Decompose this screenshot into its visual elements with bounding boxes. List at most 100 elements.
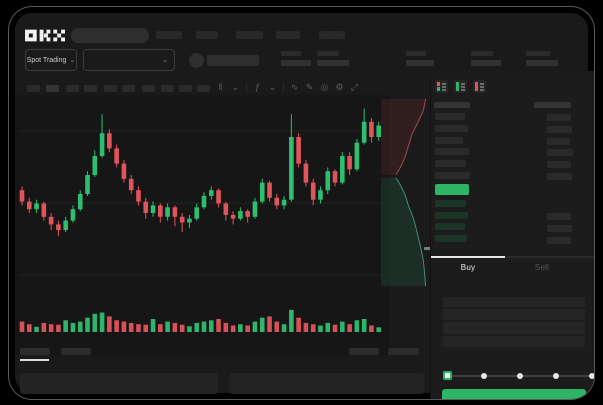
interval-button-placeholder[interactable] <box>27 85 40 92</box>
candle-type-icon[interactable]: ‖ <box>218 82 223 92</box>
tab-sell-label: Sell <box>534 263 550 272</box>
stat-label-placeholder <box>471 51 493 56</box>
market-type-label: Spot Trading <box>26 56 67 64</box>
stat-value-placeholder <box>406 60 434 66</box>
bid-row[interactable] <box>435 200 466 207</box>
line-tool-icon[interactable]: ∿ <box>290 82 299 92</box>
market-stat <box>406 51 434 69</box>
nav-item-placeholder[interactable] <box>276 31 300 39</box>
pair-name-placeholder <box>207 55 259 66</box>
chevron-down-icon[interactable]: ⌄ <box>268 82 277 92</box>
nav-item-placeholder[interactable] <box>236 31 263 39</box>
settings-icon[interactable]: ⚙ <box>335 82 344 92</box>
ask-row[interactable] <box>435 148 469 155</box>
screenshot-icon[interactable]: ◎ <box>320 82 329 92</box>
ask-row-right[interactable] <box>547 173 572 180</box>
book-asks-icon[interactable] <box>473 80 486 93</box>
line <box>442 83 446 85</box>
line <box>480 89 484 91</box>
bottom-tab-1[interactable] <box>20 348 50 355</box>
order-field-placeholder[interactable] <box>443 336 585 347</box>
market-stat <box>526 51 558 69</box>
last-price-badge[interactable] <box>435 184 469 195</box>
chart-toolbar: ‖ ⌄ | ƒ ⌄ | ∿ ✎ ◎ ⚙ ⤢ <box>17 77 437 99</box>
ask-row-right[interactable] <box>547 138 570 145</box>
nav-item-placeholder[interactable] <box>156 31 182 39</box>
ask-row-right[interactable] <box>547 114 571 121</box>
ask-row[interactable] <box>435 172 470 179</box>
depth-chart <box>381 95 434 293</box>
tab-buy-label: Buy <box>460 263 476 272</box>
interval-button-placeholder[interactable] <box>142 85 155 92</box>
slider-handle[interactable] <box>443 371 452 380</box>
top-nav-bar <box>17 21 594 45</box>
buy-submit-button[interactable] <box>442 389 586 399</box>
draw-tool-icon[interactable]: ✎ <box>305 82 314 92</box>
bottom-action-1[interactable] <box>349 348 379 355</box>
nav-placeholder-row <box>17 21 594 45</box>
interval-button-placeholder[interactable] <box>197 85 210 92</box>
ask-row[interactable] <box>435 125 468 132</box>
indicators-icon[interactable]: ƒ <box>254 82 260 92</box>
ask-bar <box>437 82 440 86</box>
chart-canvas[interactable] <box>15 95 385 347</box>
market-type-selector[interactable]: Spot Trading ⌄ <box>25 49 77 71</box>
interval-button-placeholder[interactable] <box>179 85 192 92</box>
amount-slider[interactable] <box>443 370 594 382</box>
bottom-bar <box>17 342 429 399</box>
candlestick-chart[interactable] <box>15 95 389 355</box>
nav-item-placeholder[interactable] <box>319 31 345 39</box>
market-stats-row <box>17 47 594 77</box>
interval-button-placeholder[interactable] <box>122 85 135 92</box>
ask-row-right[interactable] <box>547 126 572 133</box>
interval-button-placeholder[interactable] <box>104 85 117 92</box>
tab-sell[interactable]: Sell <box>505 263 579 272</box>
interval-button-placeholder[interactable] <box>66 85 79 92</box>
bid-row[interactable] <box>435 212 468 219</box>
bid-row-right[interactable] <box>547 225 572 232</box>
orderbook-col-header-right <box>534 102 571 108</box>
line <box>480 83 484 85</box>
interval-button-placeholder[interactable] <box>161 85 174 92</box>
side-bar <box>456 82 459 91</box>
ask-row-right[interactable] <box>547 161 571 168</box>
bid-row[interactable] <box>435 235 467 242</box>
tab-buy[interactable]: Buy <box>431 263 505 272</box>
bottom-tab-2[interactable] <box>61 348 91 355</box>
book-bids-icon[interactable] <box>454 80 467 93</box>
stat-value-placeholder <box>317 60 349 66</box>
bottom-panel-2 <box>229 373 424 394</box>
slider-stops <box>443 370 594 382</box>
ask-row-right[interactable] <box>547 149 573 156</box>
book-combined-icon[interactable] <box>435 80 448 93</box>
order-field-placeholder[interactable] <box>443 322 585 334</box>
market-stat <box>281 51 311 69</box>
bid-row-right[interactable] <box>547 237 571 244</box>
slider-stop-dot[interactable] <box>517 373 523 379</box>
search-input[interactable] <box>71 28 149 43</box>
slider-stop-dot[interactable] <box>589 373 594 379</box>
divider: | <box>282 82 285 92</box>
market-stat <box>471 51 501 69</box>
stat-label-placeholder <box>406 51 426 56</box>
slider-stop-dot[interactable] <box>481 373 487 379</box>
interval-button-placeholder[interactable] <box>46 85 59 92</box>
order-field-placeholder[interactable] <box>443 309 585 320</box>
bid-row-right[interactable] <box>547 213 571 220</box>
ask-row[interactable] <box>435 137 463 144</box>
bid-row[interactable] <box>435 223 465 230</box>
stat-value-placeholder <box>471 60 501 66</box>
ask-row[interactable] <box>435 160 466 167</box>
bottom-action-2[interactable] <box>388 348 419 355</box>
chevron-down-icon[interactable]: ⌄ <box>231 82 240 92</box>
line <box>461 89 465 91</box>
ask-row[interactable] <box>435 113 465 120</box>
slider-stop-dot[interactable] <box>553 373 559 379</box>
order-field-placeholder[interactable] <box>443 297 585 307</box>
pair-selector[interactable]: ⌄ <box>83 49 175 71</box>
interval-button-placeholder[interactable] <box>84 85 97 92</box>
nav-item-placeholder[interactable] <box>196 31 218 39</box>
okx-logo[interactable] <box>25 29 65 42</box>
fullscreen-icon[interactable]: ⤢ <box>350 82 359 92</box>
